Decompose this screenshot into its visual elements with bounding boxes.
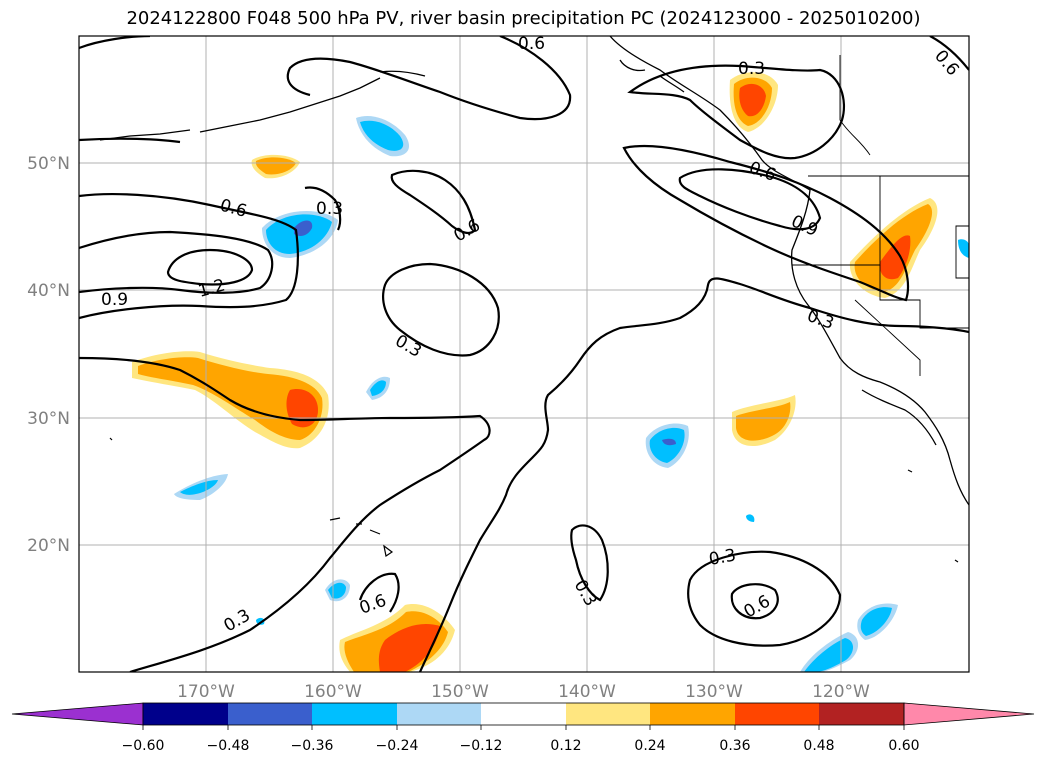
precip-area-negative: [662, 438, 676, 446]
colorbar-tick-label: 0.36: [719, 738, 750, 754]
contour-label: 0.3: [707, 546, 737, 570]
precip-area-negative: [746, 514, 755, 522]
contour-label: 0.9: [101, 290, 128, 310]
pv-contour: [730, 583, 779, 620]
pv-contour: [418, 277, 969, 672]
colorbar-segment: [650, 703, 735, 725]
precip-area-negative: [360, 120, 404, 151]
lon-label: 170°W: [177, 682, 235, 702]
pv-contour: [79, 230, 274, 294]
colorbar-tick-label: 0.48: [803, 738, 834, 754]
colorbar-tick-label: −0.24: [376, 738, 419, 754]
precip-area-negative: [180, 480, 218, 495]
colorbar-segment: [566, 703, 650, 725]
lon-label: 130°W: [685, 682, 743, 702]
pv-contour: [390, 169, 477, 235]
pv-contour: [286, 36, 572, 121]
precip-area-positive: [138, 357, 323, 440]
pv-contour: [627, 64, 846, 160]
pv-contour: [358, 572, 400, 613]
contour-label: 0.3: [738, 59, 765, 79]
colorbar-extend-low: [11, 702, 144, 726]
pv-contour: [166, 248, 254, 286]
precip-area-positive: [736, 402, 791, 441]
lat-label: 20°N: [27, 536, 70, 556]
precip-area-negative: [370, 380, 386, 396]
pv-contour: [687, 550, 842, 647]
pv-contour: [79, 356, 491, 672]
colorbar-extend-high: [903, 702, 1035, 726]
precip-area-negative: [958, 239, 969, 258]
precip-area-positive: [879, 235, 911, 280]
map-title: 2024122800 F048 500 hPa PV, river basin …: [126, 8, 921, 29]
islands: [109, 437, 959, 563]
pv-contour: [929, 36, 969, 71]
map-area: [79, 36, 969, 672]
precip-area-positive: [378, 623, 440, 672]
map-frame: [78, 35, 970, 673]
colorbar-segment: [312, 703, 397, 725]
pv-contour: [622, 144, 910, 302]
colorbar-segment: [143, 703, 228, 725]
lat-label: 30°N: [27, 409, 70, 429]
precip-area-positive: [739, 83, 766, 117]
contour-label: 0.6: [518, 34, 545, 54]
lat-label: 50°N: [27, 154, 70, 174]
colorbar-segment: [397, 703, 481, 725]
latitude-labels: 50°N 40°N 30°N 20°N: [27, 154, 70, 556]
colorbar-segment: [228, 703, 312, 725]
colorbar-segment: [481, 703, 566, 725]
colorbar-tick-label: 0.24: [634, 738, 665, 754]
lon-label: 120°W: [812, 682, 870, 702]
contour-label: 0.3: [316, 199, 343, 219]
colorbar-tick-label: −0.60: [122, 738, 165, 754]
lon-label: 140°W: [558, 682, 616, 702]
lat-label: 40°N: [27, 281, 70, 301]
pv-contour: [570, 524, 609, 602]
lon-label: 160°W: [304, 682, 362, 702]
pv-contour: [304, 186, 342, 231]
colorbar-tick-label: 0.12: [550, 738, 581, 754]
gridlines: [79, 36, 969, 672]
lon-label: 150°W: [431, 682, 489, 702]
precip-area-negative: [860, 607, 892, 636]
colorbar-tick-label: 0.60: [888, 738, 919, 754]
precip-area-negative: [294, 220, 313, 236]
colorbar-tick-label: −0.36: [291, 738, 334, 754]
precip-area-positive: [255, 157, 296, 175]
colorbar-segment: [735, 703, 819, 725]
precip-area-negative: [256, 617, 265, 625]
precip-area-negative: [649, 427, 685, 463]
longitude-labels: 170°W 160°W 150°W 140°W 130°W 120°W: [177, 682, 870, 702]
pv-contour: [382, 262, 500, 357]
pv-contour: [678, 168, 822, 231]
pv-contour: [79, 137, 181, 144]
colorbar: −0.60 −0.48 −0.36 −0.24 −0.12 0.12 0.24 …: [11, 702, 1035, 754]
pv-contour: [79, 193, 299, 320]
colorbar-segment: [819, 703, 904, 725]
colorbar-tick-label: −0.48: [207, 738, 250, 754]
colorbar-tick-label: −0.12: [460, 738, 503, 754]
